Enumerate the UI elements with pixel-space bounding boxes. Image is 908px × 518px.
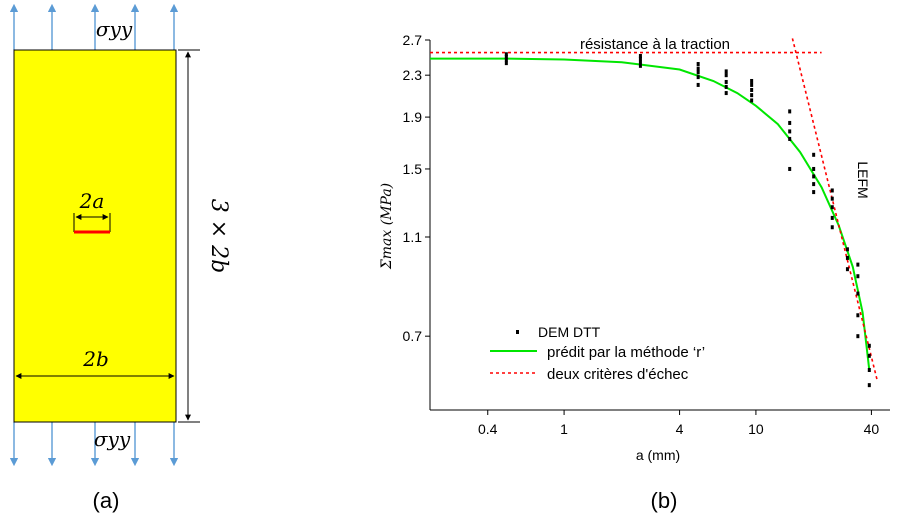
dem-dtt-point bbox=[638, 54, 642, 59]
dem-dtt-point bbox=[696, 82, 700, 87]
dem-dtt-point bbox=[750, 98, 754, 103]
dem-dtt-point bbox=[750, 87, 754, 92]
dem-dtt-point bbox=[830, 205, 834, 210]
lefm-line bbox=[791, 38, 879, 382]
dem-dtt-point bbox=[724, 79, 728, 84]
dem-dtt-point bbox=[504, 54, 508, 59]
dem-dtt-point bbox=[724, 73, 728, 78]
dem-dtt-point bbox=[504, 57, 508, 62]
dem-dtt-point bbox=[845, 247, 849, 252]
dem-dtt-point bbox=[696, 70, 700, 75]
dem-dtt-point bbox=[788, 166, 792, 171]
x-tick-label: 10 bbox=[748, 421, 764, 437]
legend: DEM DTT prédit par la méthode ‘r’ deux c… bbox=[490, 324, 705, 383]
dem-dtt-point bbox=[724, 69, 728, 74]
dem-dtt-point bbox=[788, 129, 792, 134]
legend-marker-dem bbox=[516, 330, 519, 334]
dem-dtt-point bbox=[845, 255, 849, 260]
dem-dtt-point bbox=[830, 188, 834, 193]
dem-dtt-point bbox=[638, 60, 642, 65]
series-points bbox=[504, 52, 871, 388]
dem-dtt-point bbox=[696, 62, 700, 67]
dem-dtt-point bbox=[724, 84, 728, 89]
dem-dtt-point bbox=[812, 190, 816, 195]
dem-dtt-point bbox=[788, 120, 792, 125]
dem-dtt-point bbox=[830, 225, 834, 230]
dem-dtt-point bbox=[750, 82, 754, 87]
dem-dtt-point bbox=[504, 61, 508, 66]
x-tick-label: 4 bbox=[676, 421, 684, 437]
y-tick-label: 0.7 bbox=[403, 328, 423, 344]
x-axis-label: a (mm) bbox=[636, 447, 680, 463]
dem-dtt-point bbox=[867, 353, 871, 358]
dem-dtt-point bbox=[696, 75, 700, 80]
x-tick-label: 40 bbox=[864, 421, 880, 437]
panel-a: σyy σyy 2a 2b 3 × 2b (a) bbox=[9, 3, 231, 513]
y-axis-ticks: 0.7 1.1 1.5 1.9 2.3 2.7 bbox=[403, 32, 430, 344]
bottom-load-arrows bbox=[9, 422, 179, 467]
tensile-strength-annotation: résistance à la traction bbox=[580, 36, 730, 53]
dem-dtt-point bbox=[830, 196, 834, 201]
lefm-annotation: LEFM bbox=[855, 161, 871, 198]
dem-dtt-point bbox=[856, 291, 860, 296]
dem-dtt-point bbox=[856, 334, 860, 339]
dem-dtt-point bbox=[724, 91, 728, 96]
caption-a: (a) bbox=[93, 488, 120, 513]
legend-label-dem: DEM DTT bbox=[538, 324, 601, 340]
x-axis-ticks: 0.4 1 4 10 40 bbox=[478, 410, 879, 437]
crack-length-label: 2a bbox=[79, 189, 105, 213]
y-tick-label: 1.1 bbox=[403, 229, 423, 245]
dem-dtt-point bbox=[638, 63, 642, 68]
dem-dtt-point bbox=[750, 78, 754, 83]
dem-dtt-point bbox=[856, 262, 860, 267]
width-label: 2b bbox=[82, 347, 109, 371]
predicted-curve bbox=[430, 57, 871, 371]
sigma-bottom-label: σyy bbox=[94, 427, 131, 451]
dem-dtt-point bbox=[812, 152, 816, 157]
dem-dtt-point bbox=[812, 166, 816, 171]
x-tick-label: 1 bbox=[560, 421, 568, 437]
dem-dtt-point bbox=[696, 66, 700, 71]
panel-b: 0.4 1 4 10 40 0.7 1.1 1.5 1.9 2.3 2.7 résistance … bbox=[379, 32, 890, 513]
legend-label-criteria: deux critères d'échec bbox=[547, 366, 689, 383]
dem-dtt-point bbox=[856, 313, 860, 318]
height-label: 3 × 2b bbox=[206, 199, 231, 274]
sigma-top-label: σyy bbox=[96, 17, 133, 41]
dem-dtt-point bbox=[788, 109, 792, 114]
caption-b: (b) bbox=[651, 488, 678, 513]
dem-dtt-point bbox=[867, 343, 871, 348]
y-tick-label: 1.5 bbox=[403, 161, 423, 177]
y-tick-label: 2.3 bbox=[403, 67, 423, 83]
dem-dtt-point bbox=[867, 383, 871, 388]
dem-dtt-point bbox=[504, 52, 508, 57]
dem-dtt-point bbox=[812, 174, 816, 179]
series-lines bbox=[430, 38, 879, 382]
x-tick-label: 0.4 bbox=[478, 421, 498, 437]
dem-dtt-point bbox=[638, 56, 642, 61]
dem-dtt-point bbox=[750, 93, 754, 98]
top-load-arrows bbox=[9, 3, 179, 50]
dem-dtt-point bbox=[830, 215, 834, 220]
dem-dtt-point bbox=[856, 274, 860, 279]
y-tick-label: 2.7 bbox=[403, 32, 423, 48]
dem-dtt-point bbox=[845, 267, 849, 272]
y-axis-label: Σmax (MPa) bbox=[379, 183, 395, 270]
dem-dtt-point bbox=[867, 367, 871, 372]
y-tick-label: 1.9 bbox=[403, 109, 423, 125]
dem-dtt-point bbox=[788, 136, 792, 141]
legend-label-predicted: prédit par la méthode ‘r’ bbox=[547, 344, 705, 361]
specimen-rect bbox=[13, 49, 177, 423]
plot-frame bbox=[429, 40, 890, 411]
dem-dtt-point bbox=[812, 182, 816, 187]
